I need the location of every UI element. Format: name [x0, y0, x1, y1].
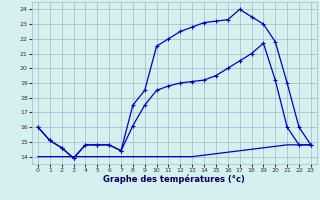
X-axis label: Graphe des températures (°c): Graphe des températures (°c): [103, 175, 245, 184]
